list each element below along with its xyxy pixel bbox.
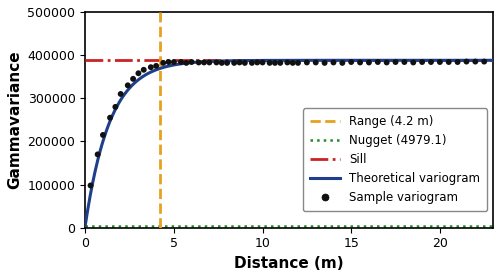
Point	[330, 60, 338, 65]
Point	[303, 60, 311, 65]
Point	[99, 133, 107, 137]
Point	[223, 61, 231, 65]
Point	[86, 183, 94, 188]
Point	[212, 60, 220, 65]
Point	[284, 60, 292, 65]
X-axis label: Distance (m): Distance (m)	[234, 256, 344, 271]
Point	[266, 61, 274, 65]
Point	[106, 115, 114, 120]
Point	[382, 60, 390, 65]
Point	[410, 60, 418, 65]
Point	[427, 60, 435, 64]
Point	[236, 60, 244, 65]
Point	[312, 60, 320, 65]
Point	[129, 77, 137, 81]
Point	[365, 60, 373, 65]
Point	[188, 60, 196, 64]
Point	[253, 60, 261, 65]
Point	[356, 60, 364, 65]
Point	[200, 60, 208, 65]
Point	[347, 60, 355, 64]
Point	[418, 60, 426, 64]
Point	[206, 60, 214, 65]
Point	[276, 61, 284, 65]
Point	[472, 59, 480, 64]
Point	[182, 61, 190, 65]
Point	[230, 61, 238, 65]
Point	[140, 68, 147, 72]
Point	[288, 61, 296, 65]
Point	[374, 60, 382, 64]
Point	[159, 61, 167, 65]
Point	[436, 60, 444, 64]
Legend: Range (4.2 m), Nugget (4979.1), Sill, Theoretical variogram, Sample variogram: Range (4.2 m), Nugget (4979.1), Sill, Th…	[303, 108, 487, 211]
Point	[454, 60, 462, 64]
Point	[177, 60, 185, 64]
Point	[241, 61, 249, 65]
Point	[320, 61, 328, 65]
Point	[271, 61, 279, 65]
Point	[170, 60, 178, 64]
Point	[294, 61, 302, 65]
Point	[94, 152, 102, 157]
Point	[392, 60, 400, 64]
Point	[152, 64, 160, 68]
Point	[194, 60, 202, 65]
Point	[134, 71, 142, 75]
Point	[480, 59, 488, 64]
Point	[258, 60, 266, 65]
Point	[248, 61, 256, 65]
Point	[338, 61, 346, 65]
Point	[112, 105, 120, 109]
Point	[116, 92, 124, 96]
Y-axis label: Gammavariance: Gammavariance	[7, 51, 22, 189]
Point	[462, 59, 470, 64]
Point	[444, 60, 452, 64]
Point	[218, 61, 226, 65]
Point	[400, 60, 408, 64]
Point	[164, 60, 172, 64]
Point	[124, 83, 132, 88]
Point	[147, 65, 155, 70]
